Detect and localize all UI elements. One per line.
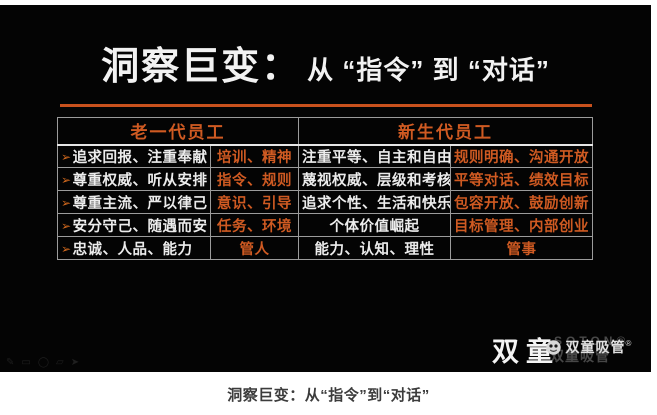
header-new-generation: 新生代员工 bbox=[298, 117, 593, 146]
pen-icon[interactable]: ✎ bbox=[6, 357, 15, 368]
eraser-icon[interactable]: ▱ bbox=[56, 357, 64, 368]
arrow-bullet-icon: ➢ bbox=[61, 241, 72, 256]
new-trait-cell: 蔑视权威、层级和考核 bbox=[298, 167, 451, 191]
brand-logo-text: 双童 bbox=[492, 337, 560, 367]
old-mode-cell: 意识、引导 bbox=[210, 190, 299, 214]
table-header-row: 老一代员工 新生代员工 bbox=[57, 117, 593, 146]
watermark-ghost-text: 双童吸管 bbox=[550, 348, 610, 364]
old-trait-text: 追求回报、注重奉献 bbox=[72, 149, 208, 166]
old-mode-cell: 培训、精神 bbox=[210, 144, 299, 168]
old-mode-cell: 指令、规则 bbox=[210, 167, 299, 191]
old-trait-text: 尊重主流、严以律己 bbox=[72, 195, 208, 212]
presentation-slide: 洞察巨变：从 “指令” 到 “对话” 老一代员工 新生代员工 ➢追求回报、注重奉… bbox=[0, 5, 651, 372]
old-trait-cell: ➢尊重主流、严以律己 bbox=[57, 190, 211, 214]
watermark-text: 双童吸管 bbox=[565, 339, 626, 355]
new-trait-cell: 追求个性、生活和快乐 bbox=[298, 190, 451, 214]
rectangle-icon[interactable]: ▭ bbox=[21, 357, 31, 368]
new-mode-cell: 规则明确、沟通开放 bbox=[450, 144, 593, 168]
table-row: ➢尊重主流、严以律己 意识、引导 追求个性、生活和快乐 包容开放、鼓励创新 bbox=[57, 190, 593, 214]
arrow-bullet-icon: ➢ bbox=[61, 218, 72, 233]
title-underline-rule bbox=[60, 104, 592, 107]
new-trait-cell: 能力、认知、理性 bbox=[298, 236, 451, 260]
arrow-bullet-icon: ➢ bbox=[61, 195, 72, 210]
new-trait-cell: 个体价值崛起 bbox=[298, 213, 451, 237]
wechat-watermark: 双童吸管® 双童吸管 bbox=[546, 337, 632, 364]
new-mode-cell: 管事 bbox=[450, 236, 593, 260]
old-trait-text: 忠诚、人品、能力 bbox=[72, 241, 193, 258]
registered-mark: ® bbox=[625, 339, 632, 348]
slide-title-sub: 从 “指令” 到 “对话” bbox=[307, 55, 550, 85]
old-trait-text: 安分守己、随遇而安 bbox=[72, 218, 208, 235]
old-mode-cell: 管人 bbox=[210, 236, 299, 260]
slide-title: 洞察巨变：从 “指令” 到 “对话” bbox=[0, 35, 651, 90]
slide-title-main: 洞察巨变： bbox=[101, 46, 302, 88]
ellipse-icon[interactable]: ◯ bbox=[37, 357, 50, 368]
brand-logo-en-text: SOTON® bbox=[554, 334, 630, 348]
table-row: ➢忠诚、人品、能力 管人 能力、认知、理性 管事 bbox=[57, 236, 593, 260]
arrow-bullet-icon: ➢ bbox=[61, 172, 72, 187]
old-trait-cell: ➢忠诚、人品、能力 bbox=[57, 236, 211, 260]
old-trait-text: 尊重权威、听从安排 bbox=[72, 172, 208, 189]
old-mode-cell: 任务、环境 bbox=[210, 213, 299, 237]
arrow-bullet-icon: ➢ bbox=[61, 149, 72, 164]
new-mode-cell: 目标管理、内部创业 bbox=[450, 213, 593, 237]
old-trait-cell: ➢追求回报、注重奉献 bbox=[57, 144, 211, 168]
old-trait-cell: ➢安分守己、随遇而安 bbox=[57, 213, 211, 237]
wechat-avatar-icon bbox=[546, 340, 561, 360]
new-mode-cell: 平等对话、绩效目标 bbox=[450, 167, 593, 191]
table-row: ➢追求回报、注重奉献 培训、精神 注重平等、自主和自由 规则明确、沟通开放 bbox=[57, 144, 593, 168]
table-row: ➢安分守己、随遇而安 任务、环境 个体价值崛起 目标管理、内部创业 bbox=[57, 213, 593, 237]
table-row: ➢尊重权威、听从安排 指令、规则 蔑视权威、层级和考核 平等对话、绩效目标 bbox=[57, 167, 593, 191]
brand-watermark-cluster: 双童 SOTON® 双童吸管® 双童吸管 bbox=[492, 330, 631, 367]
image-caption: 洞察巨变：从“指令”到“对话” bbox=[227, 387, 430, 404]
header-old-generation: 老一代员工 bbox=[57, 117, 299, 146]
new-trait-cell: 注重平等、自主和自由 bbox=[298, 144, 451, 168]
cursor-icon[interactable]: ➤ bbox=[70, 357, 80, 368]
new-mode-cell: 包容开放、鼓励创新 bbox=[450, 190, 593, 214]
old-trait-cell: ➢尊重权威、听从安排 bbox=[57, 167, 211, 191]
generation-comparison-table: 老一代员工 新生代员工 ➢追求回报、注重奉献 培训、精神 注重平等、自主和自由 … bbox=[57, 117, 593, 260]
annotation-toolbar: ✎ ▭ ◯ ▱ ➤ bbox=[6, 357, 79, 369]
